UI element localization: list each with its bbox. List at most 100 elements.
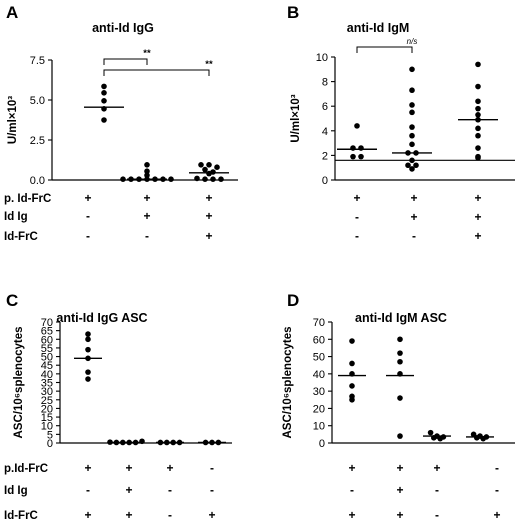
y-tick-label: 20	[41, 403, 53, 415]
condition-sign: +	[205, 191, 212, 205]
y-tick-label: 6	[322, 101, 328, 113]
y-tick-label: 30	[41, 386, 53, 398]
data-point	[475, 98, 481, 105]
data-point	[101, 83, 107, 90]
y-tick-label: 5.0	[30, 95, 45, 107]
data-point	[107, 439, 113, 445]
chart-title: anti-Id IgM ASC	[355, 311, 447, 325]
condition-sign: +	[143, 191, 150, 205]
data-point	[475, 155, 481, 161]
y-tick-label: 25	[41, 395, 53, 407]
data-point	[475, 105, 481, 112]
condition-sign: -	[86, 229, 90, 243]
condition-sign: -	[145, 229, 149, 243]
data-point	[218, 176, 224, 182]
significance-label: n/s	[407, 37, 418, 46]
data-point	[475, 145, 481, 151]
y-axis-label: U/ml×10³	[290, 94, 302, 142]
data-point	[139, 438, 145, 445]
panel-letter: D	[287, 291, 299, 310]
data-point	[409, 132, 415, 139]
data-point	[354, 123, 360, 129]
y-tick-label: 0.0	[30, 175, 45, 187]
chart-title: anti-Id IgG ASC	[56, 311, 147, 325]
data-point	[397, 358, 403, 365]
y-tick-label: 65	[41, 326, 53, 338]
data-point	[120, 176, 126, 182]
significance-bracket	[103, 69, 210, 76]
condition-sign: +	[493, 508, 500, 522]
condition-sign: +	[166, 461, 173, 475]
condition-sign: +	[353, 191, 360, 205]
data-point	[413, 162, 419, 169]
data-point	[214, 164, 220, 170]
data-point	[202, 166, 208, 173]
condition-sign: +	[396, 461, 403, 475]
data-point	[349, 383, 355, 389]
data-point	[358, 153, 364, 160]
y-tick-label: 15	[41, 412, 53, 424]
y-tick-label: 8	[322, 77, 328, 89]
condition-sign: +	[125, 461, 132, 475]
data-point	[85, 376, 91, 382]
y-tick-label: 10	[41, 421, 53, 433]
condition-row-label: Id-FrC	[4, 231, 38, 243]
data-point	[101, 90, 107, 96]
condition-row-label: Id-FrC	[4, 510, 38, 522]
y-tick-label: 20	[313, 403, 325, 415]
data-point	[409, 124, 415, 130]
condition-sign: -	[435, 483, 439, 497]
data-point	[349, 360, 355, 367]
data-point	[475, 125, 481, 132]
data-point	[409, 102, 415, 108]
data-point	[210, 176, 216, 182]
condition-sign: +	[474, 191, 481, 205]
condition-sign: +	[433, 461, 440, 475]
condition-sign: +	[348, 461, 355, 475]
data-point	[144, 172, 150, 178]
data-point	[409, 109, 415, 116]
data-point	[397, 433, 403, 439]
data-point	[474, 435, 480, 441]
data-point	[409, 66, 415, 73]
condition-sign: -	[495, 461, 499, 475]
condition-row-label: Id Ig	[4, 485, 28, 497]
condition-sign: -	[168, 483, 172, 497]
data-point	[397, 395, 403, 401]
y-tick-label: 60	[41, 334, 53, 346]
y-tick-label: 70	[313, 317, 325, 329]
panel-letter: B	[287, 3, 299, 22]
y-tick-label: 5	[47, 429, 53, 441]
condition-sign: +	[143, 209, 150, 223]
condition-sign: +	[125, 508, 132, 522]
y-tick-label: 70	[41, 317, 53, 329]
y-tick-label: 4	[322, 126, 328, 138]
y-tick-label: 0	[47, 438, 53, 450]
condition-sign: -	[355, 229, 359, 243]
condition-sign: +	[205, 229, 212, 243]
condition-row-label: p.Id-FrC	[4, 463, 48, 475]
data-point	[85, 369, 91, 375]
condition-sign: -	[495, 483, 499, 497]
y-tick-label: 45	[41, 360, 53, 372]
data-point	[85, 346, 91, 353]
condition-sign: +	[410, 210, 417, 224]
condition-sign: +	[474, 229, 481, 243]
condition-sign: -	[210, 483, 214, 497]
significance-label: **	[143, 48, 151, 59]
y-tick-label: 50	[313, 352, 325, 364]
data-point	[475, 61, 481, 68]
data-point	[168, 176, 174, 182]
data-point	[397, 336, 403, 343]
data-point	[85, 336, 91, 343]
y-axis-label: ASC/10⁶splenocytes	[282, 326, 294, 438]
condition-sign: +	[348, 508, 355, 522]
condition-sign: -	[168, 508, 172, 522]
data-point	[475, 112, 481, 118]
data-point	[194, 175, 200, 182]
condition-row-label: p. Id-FrC	[4, 193, 51, 205]
condition-sign: -	[86, 209, 90, 223]
